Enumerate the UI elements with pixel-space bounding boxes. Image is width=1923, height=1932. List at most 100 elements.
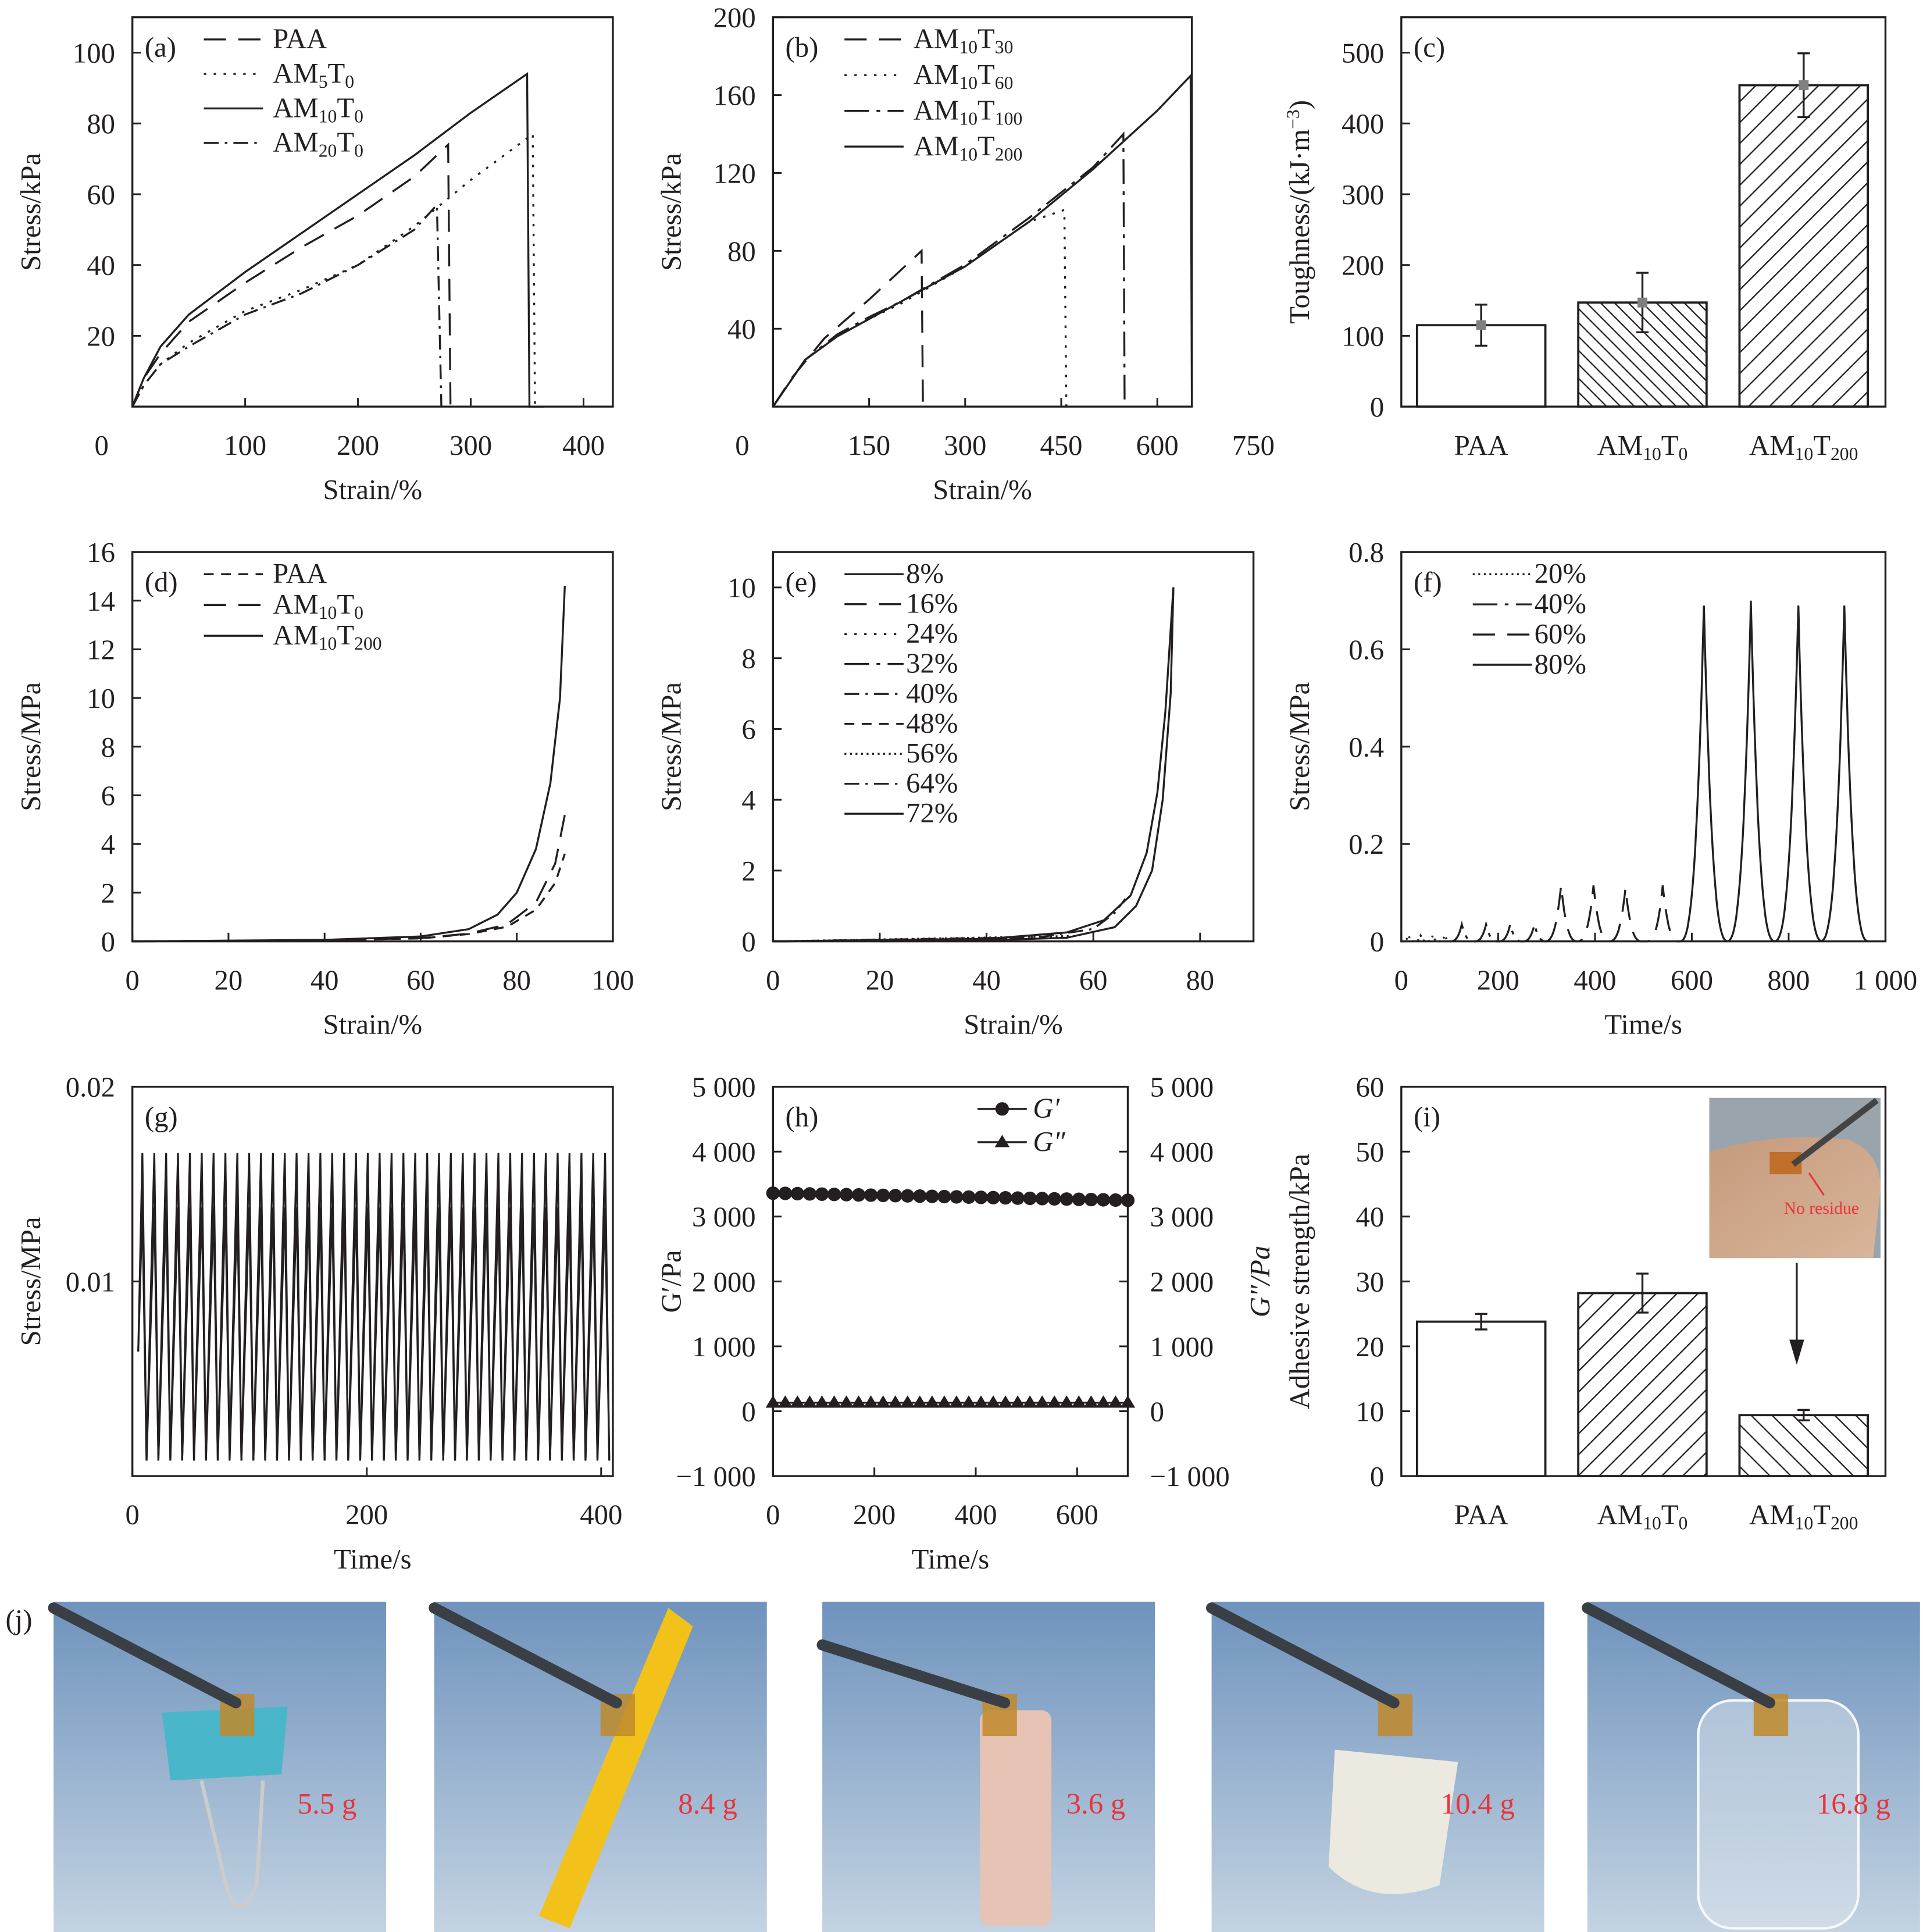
y-axis-label: Stress/MPa xyxy=(655,682,687,811)
inset-photo: No residue xyxy=(1709,1097,1881,1259)
text-segment: Stress/MPa xyxy=(15,682,47,811)
text-segment: 10 xyxy=(319,633,337,654)
x-tick-label: 400 xyxy=(562,430,605,461)
text-segment: 200 xyxy=(1831,444,1858,464)
panel-label: (j) xyxy=(5,1604,32,1635)
y-right-tick-label: 0 xyxy=(1150,1396,1164,1427)
y-tick-label: 60 xyxy=(87,179,115,211)
text-segment: 80% xyxy=(1535,648,1586,680)
g-double-prime-point xyxy=(790,1395,805,1408)
yellow-clip xyxy=(538,1607,693,1929)
g-prime-point xyxy=(864,1188,878,1202)
y-tick-label: 0.01 xyxy=(66,1266,115,1297)
text-segment: 10 xyxy=(959,144,977,165)
category-label: AM10T0 xyxy=(1597,430,1688,464)
text-segment: T xyxy=(1661,1499,1679,1531)
tweezers xyxy=(816,1639,1011,1709)
y-axis-label: Stress/kPa xyxy=(15,153,47,271)
x-tick-label: 20 xyxy=(866,964,894,996)
text-segment: 200 xyxy=(1831,1513,1858,1534)
legend-label: AM10T30 xyxy=(914,23,1014,58)
x-tick-label: 60 xyxy=(406,964,435,996)
y-tick-label: 8 xyxy=(741,643,755,675)
mean-marker xyxy=(1799,80,1809,90)
x-tick-label: 0 xyxy=(125,1499,139,1531)
y-tick-label: 10 xyxy=(87,683,115,714)
tweezers xyxy=(48,1602,242,1709)
legend-label: 48% xyxy=(906,708,958,739)
y-tick-label: 100 xyxy=(73,37,115,69)
g-prime-point xyxy=(962,1190,976,1204)
y-tick-label: 0 xyxy=(1370,1461,1384,1492)
category-label: AM10T0 xyxy=(1597,1499,1688,1534)
g-prime-point xyxy=(851,1188,866,1202)
text-segment: 10 xyxy=(1795,1513,1814,1534)
text-segment: −3 xyxy=(1282,109,1303,129)
text-segment: 56% xyxy=(906,737,958,769)
g-double-prime-point xyxy=(912,1395,927,1408)
x-axis-label: Time/s xyxy=(334,1544,412,1575)
bar xyxy=(1738,84,1869,408)
text-segment: 10 xyxy=(319,106,337,126)
g-prime-point xyxy=(1011,1191,1025,1205)
g-prime-point xyxy=(1096,1193,1111,1207)
x-tick-label: 1 000 xyxy=(1854,964,1918,996)
y-tick-label: 2 000 xyxy=(692,1266,756,1297)
photo-pork-skin: 3.6 g xyxy=(816,1602,1155,1932)
y-tick-label: 400 xyxy=(1342,108,1384,140)
g-double-prime-point xyxy=(1047,1395,1062,1408)
g-prime-point xyxy=(815,1187,829,1201)
y-tick-label: 10 xyxy=(727,572,756,604)
text-segment: Stress/MPa xyxy=(655,682,687,811)
chart-panel-i: (i) 0 10 20 30 40 50 60 Adhesive strength/kPa PAA… xyxy=(1284,1072,1887,1534)
y-tick-label: 300 xyxy=(1342,179,1384,211)
text-segment: Adhesive strength/kPa xyxy=(1284,1153,1315,1409)
g-prime-point xyxy=(1023,1191,1037,1206)
text-segment: Stress/kPa xyxy=(15,153,47,271)
x-axis-label: Strain/% xyxy=(964,1009,1063,1040)
text-segment: T xyxy=(337,92,354,123)
legend-label: 20% xyxy=(1535,558,1586,589)
text-segment: G′/Pa xyxy=(655,1250,687,1313)
y-tick-label: 0 xyxy=(101,926,115,958)
chart-panel-g: (g) 0.01 0.02 0 200 400 Time/s Stress/MPa xyxy=(15,1072,623,1575)
text-segment: ) xyxy=(1284,100,1315,109)
x-tick-label: 750 xyxy=(1232,430,1275,461)
text-segment: 20% xyxy=(1535,558,1586,589)
g-double-prime-point xyxy=(777,1395,793,1408)
g-prime-point xyxy=(1047,1192,1061,1206)
tweezers xyxy=(1582,1602,1775,1709)
text-segment: Strain/% xyxy=(323,1009,423,1040)
legend-label: 56% xyxy=(906,737,958,769)
error-bar xyxy=(1797,1409,1810,1421)
category-label: AM10T200 xyxy=(1749,430,1858,464)
x-tick-label: 80 xyxy=(1186,964,1214,996)
ceramic-cup xyxy=(1328,1749,1458,1894)
g-prime-point xyxy=(1059,1192,1073,1206)
plot-frame xyxy=(772,1085,1129,1477)
y-tick-label: 160 xyxy=(713,80,756,112)
photo-binder-clip: 5.5 g xyxy=(48,1602,387,1932)
y-right-tick-label: 5 000 xyxy=(1150,1072,1214,1103)
g-double-prime-point xyxy=(900,1395,915,1408)
legend-label: 72% xyxy=(906,797,958,829)
y-tick-label: 6 xyxy=(741,714,755,745)
x-tick-label: 200 xyxy=(337,430,379,461)
y-tick-label: 4 xyxy=(741,785,755,816)
panel-label: (f) xyxy=(1414,566,1442,598)
legend-label: 8% xyxy=(906,558,944,589)
series-line xyxy=(1546,885,1678,943)
text-segment: AM xyxy=(273,58,319,89)
text-segment: 60 xyxy=(995,73,1014,93)
y-tick-label: 16 xyxy=(87,537,115,568)
panel-label: (b) xyxy=(786,31,819,63)
error-bar xyxy=(1636,1272,1649,1314)
bar xyxy=(1738,1414,1869,1478)
g-prime-point xyxy=(827,1188,841,1202)
mass-label: 10.4 g xyxy=(1441,1788,1515,1820)
text-segment: 10 xyxy=(1795,444,1814,464)
x-axis-label: Time/s xyxy=(912,1544,990,1575)
text-segment: 10 xyxy=(1643,444,1661,464)
text-segment: PAA xyxy=(273,558,327,589)
